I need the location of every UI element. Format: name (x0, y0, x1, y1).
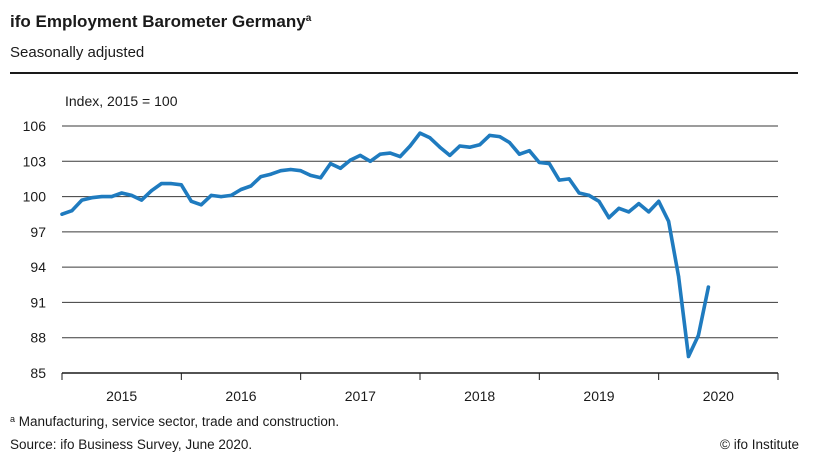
data-point (169, 182, 173, 186)
data-point (657, 199, 661, 203)
data-point (70, 209, 74, 213)
data-point (309, 173, 313, 177)
data-point (438, 145, 442, 149)
data-point (189, 199, 193, 203)
data-point (627, 210, 631, 214)
footnote-text: Manufacturing, service sector, trade and… (15, 414, 340, 429)
data-point (706, 285, 711, 289)
data-point (448, 153, 452, 157)
data-point (408, 144, 412, 148)
y-tick-label: 88 (30, 330, 46, 346)
data-point (696, 333, 701, 337)
source-note: Source: ifo Business Survey, June 2020. (10, 437, 253, 452)
series-line (60, 131, 711, 359)
y-tick-label: 97 (30, 224, 46, 240)
data-point (80, 198, 84, 202)
y-axis-ticks: 106 103 100 97 94 91 88 85 (23, 118, 47, 381)
data-point (110, 195, 114, 199)
data-point (567, 177, 571, 181)
data-point (130, 193, 134, 197)
title-footnote-marker: a (305, 13, 312, 24)
data-point (289, 167, 293, 172)
data-point (428, 136, 432, 140)
header-rule (10, 72, 798, 74)
data-point (488, 133, 492, 137)
y-tick-label: 106 (23, 118, 47, 134)
data-point (199, 203, 203, 207)
x-tick-label: 2016 (225, 388, 256, 404)
data-point (378, 152, 382, 156)
data-point (498, 135, 502, 139)
chart-title: ifo Employment Barometer Germanya (10, 12, 312, 31)
data-point (547, 162, 551, 166)
data-point (269, 172, 273, 176)
data-point (279, 169, 283, 173)
data-point (209, 193, 213, 197)
data-point (686, 354, 691, 359)
data-point (617, 206, 621, 210)
y-tick-label: 91 (30, 294, 46, 310)
data-point (517, 152, 522, 156)
data-point (507, 140, 512, 145)
x-tick-label: 2015 (106, 388, 137, 404)
data-point (677, 275, 681, 279)
data-point (90, 196, 94, 200)
data-point (537, 160, 541, 165)
data-point (358, 153, 362, 157)
data-point (527, 149, 532, 153)
data-point (458, 144, 462, 148)
x-tick-label: 2020 (703, 388, 734, 404)
data-point (667, 219, 671, 223)
x-axis: 2015 2016 2017 2018 2019 2020 (61, 372, 779, 404)
data-point (398, 155, 402, 159)
data-point (348, 158, 352, 162)
data-point (587, 193, 591, 197)
data-point (418, 131, 422, 135)
footnote: a Manufacturing, service sector, trade a… (10, 414, 339, 429)
data-point (478, 143, 482, 147)
data-point (299, 169, 303, 173)
data-point (338, 166, 342, 170)
data-point (368, 159, 372, 163)
data-point (120, 191, 124, 195)
data-point (60, 212, 64, 216)
data-point (259, 175, 263, 179)
data-point (319, 176, 323, 180)
footnote-marker: a (10, 414, 16, 424)
data-point (249, 184, 253, 188)
chart-subtitle: Seasonally adjusted (10, 44, 145, 61)
data-point (100, 195, 104, 199)
data-point (557, 178, 561, 182)
y-tick-label: 103 (23, 153, 47, 169)
chart-area: Index, 2015 = 100 106 103 100 97 94 91 88 85 20… (23, 93, 779, 404)
data-point (159, 182, 163, 186)
y-axis-label: Index, 2015 = 100 (65, 93, 178, 109)
data-point (140, 198, 144, 202)
data-point (597, 199, 601, 203)
data-point (577, 191, 581, 195)
data-point (637, 202, 641, 206)
x-tick-label: 2018 (464, 388, 495, 404)
y-tick-label: 85 (30, 365, 46, 381)
copyright-credit: © ifo Institute (720, 437, 799, 452)
data-points (60, 131, 711, 359)
data-point (468, 145, 472, 149)
gridlines (62, 125, 778, 339)
x-tick-label: 2017 (345, 388, 376, 404)
data-point (179, 183, 183, 187)
y-tick-label: 94 (30, 259, 46, 275)
data-point (219, 195, 223, 199)
data-point (647, 210, 651, 214)
data-point (239, 187, 243, 192)
data-point (149, 189, 154, 193)
data-point (607, 216, 611, 220)
x-tick-label: 2019 (583, 388, 614, 404)
y-tick-label: 100 (23, 189, 47, 205)
data-point (388, 151, 392, 155)
data-point (328, 162, 333, 166)
data-point (229, 193, 233, 197)
